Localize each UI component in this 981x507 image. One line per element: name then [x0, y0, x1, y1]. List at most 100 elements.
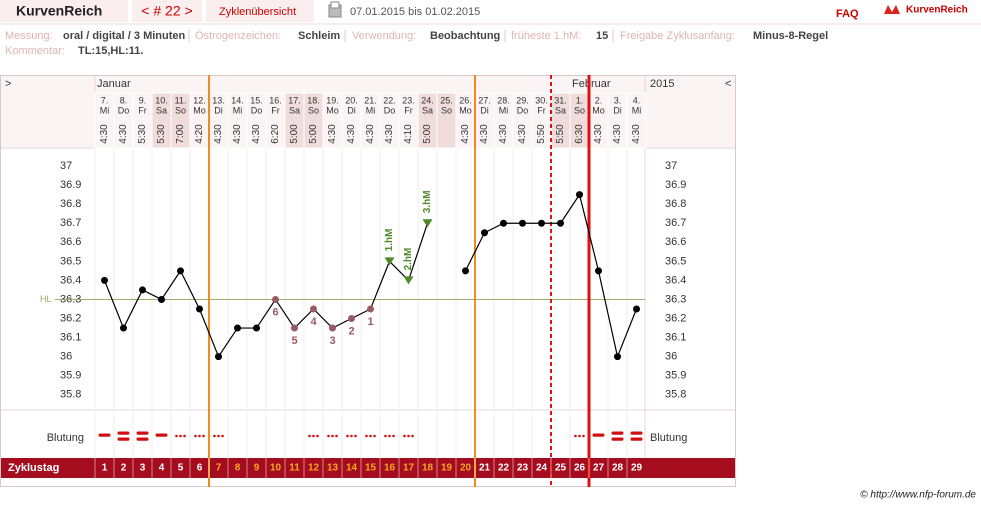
bleeding-dash: [630, 437, 643, 441]
bleeding-dot: [369, 434, 372, 438]
printer-icon[interactable]: [328, 1, 342, 18]
bleeding-dot: [388, 434, 391, 438]
date: 18.: [307, 95, 320, 105]
bleeding-dot: [578, 434, 581, 438]
point: [253, 324, 260, 332]
weekday: Mo: [326, 105, 339, 115]
bleeding-dash: [98, 433, 111, 437]
time: 5:00: [422, 124, 433, 144]
point-annotation: 5: [291, 335, 297, 347]
bleeding-dot: [407, 434, 410, 438]
cycle-day: 4: [159, 463, 165, 474]
y2-tick-label: 36.3: [665, 293, 686, 305]
bleeding-mark: [308, 434, 319, 438]
cycle-day: 25: [555, 463, 567, 474]
bleeding-label: Blutung: [47, 432, 84, 444]
date: 1.: [576, 95, 584, 105]
point-annotation: 3.hM: [422, 190, 433, 213]
y-tick-label: 36.7: [60, 217, 81, 229]
time: 5:30: [156, 124, 167, 144]
y-tick-label: 36.5: [60, 255, 81, 267]
time: 4:30: [365, 124, 376, 144]
bleeding-dot: [346, 434, 349, 438]
bleeding-mark: [194, 434, 205, 438]
point-annotation: 1: [367, 316, 373, 328]
cycle-nav[interactable]: < # 22 >: [141, 3, 192, 19]
bleeding-dash: [136, 431, 149, 435]
time: 4:30: [232, 124, 243, 144]
nav-left[interactable]: >: [5, 78, 11, 90]
bleeding-dot: [312, 434, 315, 438]
brand: KurvenReich: [16, 3, 102, 19]
time: 4:30: [346, 124, 357, 144]
faq-link[interactable]: FAQ: [836, 8, 859, 20]
y-tick-label: 36.9: [60, 179, 81, 191]
info-value: Minus-8-Regel: [753, 30, 828, 42]
point: [614, 353, 621, 361]
y-tick-label: 36.6: [60, 236, 81, 248]
weekday: Fr: [537, 105, 546, 115]
weekday: Mo: [459, 105, 472, 115]
point-annotation: 2: [348, 325, 354, 337]
date: 27.: [478, 95, 491, 105]
bleeding-dot: [316, 434, 319, 438]
date: 28.: [497, 95, 510, 105]
cycle-day: 22: [498, 463, 510, 474]
bleeding-dash: [611, 431, 624, 435]
date: 3.: [614, 95, 622, 105]
date-row-right: [645, 93, 735, 148]
bleeding-dash: [117, 431, 130, 435]
y2-tick-label: 36.2: [665, 312, 686, 324]
date: 2.: [595, 95, 603, 105]
overview-box: [206, 0, 314, 22]
logo: KurvenReich: [906, 5, 968, 16]
date: 21.: [364, 95, 377, 105]
time: 4:30: [612, 124, 623, 144]
y2-tick-label: 36.9: [665, 179, 686, 191]
time: 4:30: [631, 124, 642, 144]
info-label: Messung:: [5, 30, 53, 42]
y2-tick-label: 36.5: [665, 255, 686, 267]
cycle-day: 14: [346, 463, 358, 474]
y-tick-label: 35.8: [60, 389, 81, 401]
point: [120, 324, 127, 332]
month: Januar: [97, 78, 131, 90]
bleeding-dot: [308, 434, 311, 438]
date: 16.: [269, 95, 282, 105]
nav-right[interactable]: <: [725, 78, 731, 90]
weekday: Di: [214, 105, 223, 115]
y2-tick-label: 35.8: [665, 389, 686, 401]
date: 13.: [212, 95, 225, 105]
time: 4:30: [213, 124, 224, 144]
weekday: Mo: [193, 105, 206, 115]
period: 07.01.2015 bis 01.02.2015: [350, 6, 480, 18]
cycle-day: 10: [270, 463, 282, 474]
time: 4:30: [498, 124, 509, 144]
bleeding-dash: [136, 437, 149, 441]
bleeding-dot: [213, 434, 216, 438]
point: [196, 305, 203, 313]
bleeding-mark: [327, 434, 338, 438]
cycle-day: 12: [308, 463, 320, 474]
point: [234, 324, 241, 332]
bleeding-dot: [198, 434, 201, 438]
bleeding-dot: [335, 434, 338, 438]
month-row: [1, 76, 735, 93]
info-label: früheste 1.hM:: [511, 30, 581, 42]
bleeding-dot: [365, 434, 368, 438]
date: 9.: [139, 95, 147, 105]
cycle-day: 18: [422, 463, 434, 474]
time: 4:30: [327, 124, 338, 144]
overview-link[interactable]: Zyklenübersicht: [219, 6, 296, 18]
time: 6:30: [574, 124, 585, 144]
time: 5:50: [536, 124, 547, 144]
point-annotation: 3: [329, 335, 335, 347]
cycle-day: 15: [365, 463, 377, 474]
y-tick-label: 36.8: [60, 198, 81, 210]
weekday: Sa: [156, 105, 167, 115]
point-annotation: 1.hM: [384, 229, 395, 252]
cycle-day: 9: [254, 463, 260, 474]
cycle-day: 2: [121, 463, 127, 474]
y2-tick-label: 37: [665, 160, 677, 172]
cycle-day: 27: [593, 463, 605, 474]
